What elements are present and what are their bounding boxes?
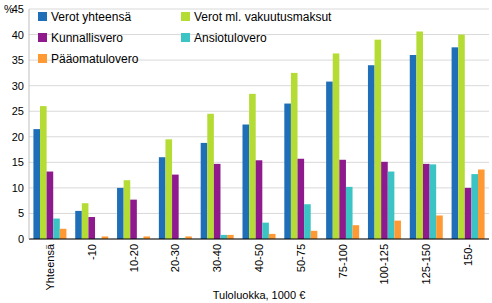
legend-swatch — [181, 12, 190, 21]
y-tick-label: 30 — [12, 80, 24, 92]
bar — [368, 65, 375, 239]
x-tick-label: -10 — [86, 244, 98, 260]
y-tick-label: 40 — [12, 29, 24, 41]
y-tick-label: 10 — [12, 182, 24, 194]
bar — [227, 235, 234, 239]
bar — [172, 175, 179, 239]
legend-label: Verot yhteensä — [51, 10, 131, 24]
bar — [47, 172, 54, 239]
bar — [262, 223, 269, 239]
bar — [220, 235, 227, 239]
y-tick-label: 20 — [12, 131, 24, 143]
bar — [416, 31, 423, 239]
legend-swatch — [38, 54, 47, 63]
bar — [159, 157, 166, 239]
y-tick-label: 25 — [12, 105, 24, 117]
bar — [471, 174, 478, 239]
bar — [40, 106, 47, 239]
legend-label: Ansiotulovero — [194, 31, 267, 45]
chart: 051015202530354045%Yhteensä-1010-2020-30… — [0, 0, 492, 303]
bar — [284, 104, 291, 239]
bar — [436, 215, 443, 239]
y-axis-label: % — [4, 3, 14, 15]
bar — [430, 164, 437, 239]
x-axis-label: Tuloluokka, 1000 € — [213, 289, 306, 301]
x-tick-label: 125-150 — [420, 244, 432, 284]
bar — [410, 55, 417, 239]
x-axis — [29, 239, 489, 240]
bar — [130, 200, 137, 239]
legend-label: Kunnallisvero — [51, 31, 123, 45]
bar — [256, 160, 263, 239]
bar — [375, 40, 382, 239]
x-tick-label: 40-50 — [253, 244, 265, 272]
bar — [201, 143, 208, 239]
bar — [423, 164, 430, 239]
bar — [465, 188, 472, 239]
bar — [124, 180, 131, 239]
bar — [458, 35, 465, 239]
bar — [75, 211, 82, 239]
legend-label: Verot ml. vakuutusmaksut — [194, 10, 332, 24]
y-axis — [29, 9, 30, 239]
bar — [214, 164, 221, 239]
bar — [291, 73, 298, 239]
x-tick-label: Yhteensä — [44, 243, 56, 290]
bars — [33, 31, 484, 239]
bar — [269, 234, 276, 239]
bar — [388, 172, 395, 239]
bar — [82, 203, 89, 239]
legend: Verot yhteensä Verot ml. vakuutusmaksut Ku… — [38, 10, 332, 66]
bar — [243, 125, 250, 239]
bar — [353, 225, 360, 239]
x-tick-label: 50-75 — [295, 244, 307, 272]
x-tick-label: 30-40 — [211, 244, 223, 272]
x-tick-label: 75-100 — [337, 244, 349, 278]
legend-swatch — [38, 33, 47, 42]
bar — [298, 159, 305, 239]
bar — [339, 160, 346, 239]
bar — [117, 188, 124, 239]
legend-label: Pääomatulovero — [51, 52, 139, 66]
x-tick-label: 150- — [462, 244, 474, 266]
bar — [333, 53, 340, 239]
y-tick-label: 0 — [18, 233, 24, 245]
bar — [478, 169, 485, 239]
bar — [304, 204, 311, 239]
bar — [165, 139, 172, 239]
bar — [60, 229, 67, 239]
x-tick-label: 10-20 — [128, 244, 140, 272]
bar — [381, 162, 388, 239]
bar — [346, 187, 353, 239]
x-tick-label: 100-125 — [378, 244, 390, 284]
bar — [326, 82, 333, 239]
y-tick-label: 5 — [18, 207, 24, 219]
y-tick-label: 15 — [12, 156, 24, 168]
y-tick-label: 35 — [12, 54, 24, 66]
bar — [311, 231, 318, 239]
bar — [249, 94, 256, 239]
bar — [88, 217, 95, 239]
bar — [394, 221, 401, 239]
legend-swatch — [38, 12, 47, 21]
bar — [207, 114, 214, 239]
x-tick-label: 20-30 — [169, 244, 181, 272]
grid-line — [29, 239, 489, 240]
legend-swatch — [181, 33, 190, 42]
bar — [33, 129, 40, 239]
bar — [452, 47, 459, 239]
bar — [53, 219, 60, 239]
